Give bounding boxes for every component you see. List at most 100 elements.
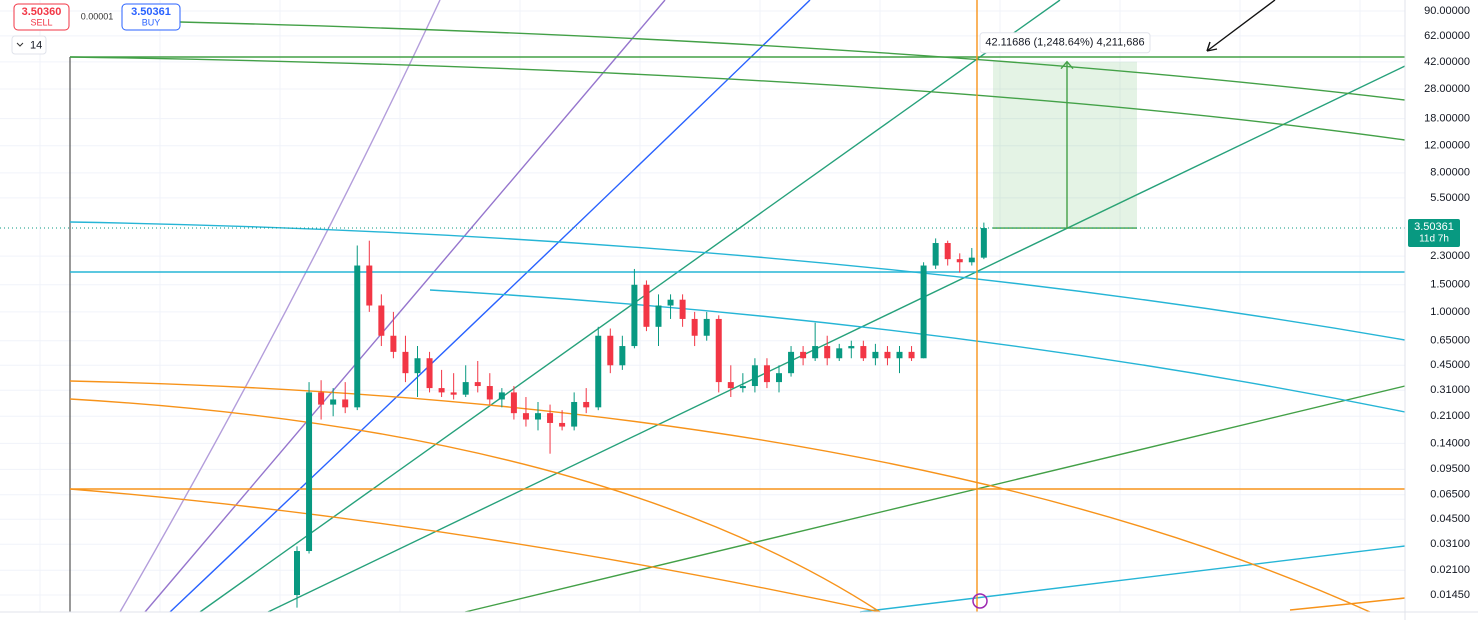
y-tick-label: 62.00000: [1424, 30, 1470, 42]
candle-body: [450, 392, 457, 395]
y-tick-label: 0.09500: [1430, 463, 1470, 475]
sell-label: SELL: [30, 17, 52, 27]
candle-body: [462, 382, 469, 395]
candle-body: [294, 551, 300, 596]
candle-body: [559, 422, 566, 427]
measure-label-box: [979, 32, 1151, 54]
interval-box[interactable]: [11, 35, 47, 55]
candle-body: [474, 382, 481, 387]
candle-body: [824, 346, 831, 359]
arc-line: [429, 289, 1406, 413]
y-tick-label: 12.00000: [1424, 140, 1470, 152]
last-price-box: [1408, 219, 1460, 248]
y-tick-label: 0.06500: [1430, 489, 1470, 501]
buy-label: BUY: [142, 17, 161, 27]
y-tick-label: 0.31000: [1430, 384, 1470, 396]
spread: 0.00001: [81, 11, 114, 21]
candle-body: [884, 351, 891, 359]
fan-line: [859, 545, 1406, 613]
y-tick-label: 1.00000: [1430, 306, 1470, 318]
candle-body: [776, 373, 782, 383]
sell-button[interactable]: [13, 3, 70, 31]
y-tick-label: 42.00000: [1424, 56, 1470, 68]
candle-body: [667, 299, 674, 306]
axis-labels: 90.00000 62.00000 42.00000 28.00000 18.00000…: [1408, 5, 1470, 601]
candle-body: [390, 335, 397, 352]
candle-body: [535, 413, 541, 420]
candle-body: [426, 358, 433, 389]
candle-body: [751, 365, 758, 387]
y-tick-label: 5.50000: [1430, 192, 1470, 204]
candles: [294, 222, 987, 608]
y-tick-label: 28.00000: [1424, 83, 1470, 95]
drawings: [69, 0, 1406, 613]
candle-body: [739, 386, 746, 389]
candle-body: [498, 392, 505, 400]
candle-body: [800, 351, 807, 359]
y-tick-label: 0.04500: [1430, 513, 1470, 525]
candle-body: [727, 382, 734, 389]
measure-area: [993, 61, 1137, 229]
fan-line: [119, 0, 441, 613]
candle-body: [571, 401, 578, 427]
candle-body: [486, 386, 493, 400]
last-price-label: 3.50361: [1414, 221, 1454, 233]
candle-body: [342, 399, 349, 408]
candle-body: [896, 351, 903, 359]
trade-panel: 3.50360 SELL 0.00001 3.50361 BUY 14: [11, 3, 181, 55]
y-tick-label: 0.14000: [1430, 437, 1470, 449]
candle-body: [679, 299, 686, 319]
candle-body: [655, 305, 662, 327]
buy-button[interactable]: [121, 3, 181, 31]
y-tick-label: 0.45000: [1430, 359, 1470, 371]
candle-body: [872, 351, 879, 359]
candle-body: [763, 365, 770, 383]
price-axis: [1405, 0, 1478, 620]
measure-label: 42.11686 (1,248.64%) 4,211,686: [985, 37, 1144, 49]
candle-body: [306, 392, 313, 552]
fan-line: [267, 65, 1406, 613]
candle-body: [631, 284, 638, 347]
arrow: [1206, 0, 1276, 52]
candle-body: [607, 335, 614, 366]
candle-body: [330, 399, 337, 405]
candle-body: [968, 257, 975, 263]
y-tick-label: 0.21000: [1430, 410, 1470, 422]
candle-body: [595, 335, 602, 408]
candle-body: [366, 265, 373, 306]
y-tick-label: 0.65000: [1430, 335, 1470, 347]
countdown: 11d 7h: [1419, 234, 1449, 245]
sell-price: 3.50360: [22, 6, 62, 18]
candle-body: [944, 243, 951, 260]
candle-body: [438, 388, 445, 393]
candle-body: [414, 358, 421, 374]
chevron: [16, 42, 24, 47]
buy-price: 3.50361: [131, 6, 171, 18]
y-tick-label: 0.03100: [1430, 538, 1470, 550]
arrow-head: [1206, 41, 1218, 52]
candle-body: [583, 401, 590, 408]
candle-body: [510, 392, 517, 414]
candle-body: [522, 413, 529, 420]
candle-body: [920, 265, 927, 359]
y-tick-label: 8.00000: [1430, 167, 1470, 179]
fan-line: [169, 0, 811, 613]
y-tick-label: 2.30000: [1430, 250, 1470, 262]
candle-body: [715, 318, 722, 383]
candle-body: [908, 351, 915, 359]
candle-body: [619, 346, 626, 366]
fan-line: [464, 385, 1406, 613]
y-tick-label: 90.00000: [1424, 5, 1470, 17]
candle-body: [812, 346, 819, 359]
candle-body: [848, 346, 855, 349]
event-icon[interactable]: [972, 593, 988, 609]
y-tick-label: 18.00000: [1424, 112, 1470, 124]
fan-line: [144, 0, 666, 613]
y-tick-label: 0.02100: [1430, 564, 1470, 576]
fan-line: [199, 0, 1061, 613]
interval: 14: [30, 39, 42, 51]
arc-line: [179, 21, 1406, 101]
candle-body: [691, 318, 698, 336]
candle-body: [354, 265, 361, 408]
